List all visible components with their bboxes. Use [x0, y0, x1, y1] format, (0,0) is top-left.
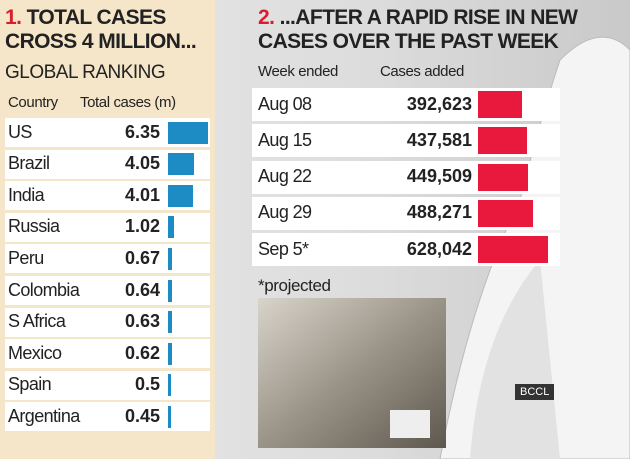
category-label: Argentina [8, 405, 80, 426]
chart-title: 1. TOTAL CASES CROSS 4 MILLION... [5, 6, 215, 54]
bar [478, 199, 533, 227]
title-text: TOTAL CASES CROSS 4 MILLION... [5, 6, 197, 53]
chart-title: 2. ...AFTER A RAPID RISE IN NEW CASES OV… [258, 6, 628, 54]
row-background [5, 244, 210, 274]
subtitle: GLOBAL RANKING [5, 62, 166, 83]
bar [168, 184, 194, 207]
bar [168, 342, 172, 365]
bar [168, 153, 194, 176]
category-label: Mexico [8, 342, 62, 363]
column-header: Country [8, 94, 58, 111]
column-header: Week ended [258, 63, 338, 80]
row-background [5, 276, 210, 305]
value-label: 4.05 [124, 153, 160, 174]
bar [478, 236, 549, 264]
bar [478, 127, 527, 155]
column-header: Cases added [380, 63, 464, 80]
value-label: 0.63 [124, 311, 160, 332]
value-label: 6.35 [124, 121, 160, 142]
value-label: 4.01 [124, 184, 160, 205]
value-label: 0.67 [124, 247, 160, 268]
category-label: Aug 15 [258, 129, 312, 150]
category-label: India [8, 184, 45, 205]
panel-number: 1. [5, 6, 22, 29]
note: *projected [258, 275, 331, 295]
value-label: 628,042 [406, 238, 472, 259]
category-label: Brazil [8, 153, 50, 174]
category-label: Aug 08 [258, 93, 312, 114]
category-label: Aug 22 [258, 166, 312, 187]
value-label: 0.45 [124, 405, 160, 426]
bar [168, 311, 172, 334]
value-label: 449,509 [406, 166, 472, 187]
bar [168, 216, 175, 239]
value-label: 392,623 [406, 93, 472, 114]
row-background [5, 402, 210, 432]
title-text: ...AFTER A RAPID RISE IN NEW CASES OVER … [258, 6, 578, 53]
panel-number: 2. [258, 6, 275, 29]
row-background [5, 212, 210, 242]
bar [478, 91, 522, 118]
bar [168, 374, 172, 397]
row-background [5, 370, 210, 400]
category-label: Aug 29 [258, 202, 312, 223]
category-label: Colombia [8, 279, 80, 300]
category-label: Peru [8, 247, 44, 268]
category-label: S Africa [8, 311, 66, 332]
watermark: BCCL [515, 384, 555, 400]
bar [478, 163, 529, 191]
row-background [5, 307, 210, 337]
value-label: 0.5 [134, 374, 160, 395]
row-background [5, 339, 210, 369]
category-label: Spain [8, 374, 52, 395]
value-label: 0.64 [124, 279, 160, 300]
bar [168, 279, 173, 302]
category-label: Sep 5* [258, 238, 309, 259]
value-label: 437,581 [406, 129, 472, 150]
category-label: Russia [8, 216, 60, 237]
value-label: 0.62 [124, 342, 160, 363]
bar [168, 121, 208, 144]
bar [168, 247, 173, 270]
value-label: 1.02 [124, 216, 160, 237]
column-header: Total cases (m) [80, 94, 176, 111]
category-label: US [8, 121, 32, 142]
value-label: 488,271 [406, 202, 472, 223]
bar [168, 405, 171, 428]
